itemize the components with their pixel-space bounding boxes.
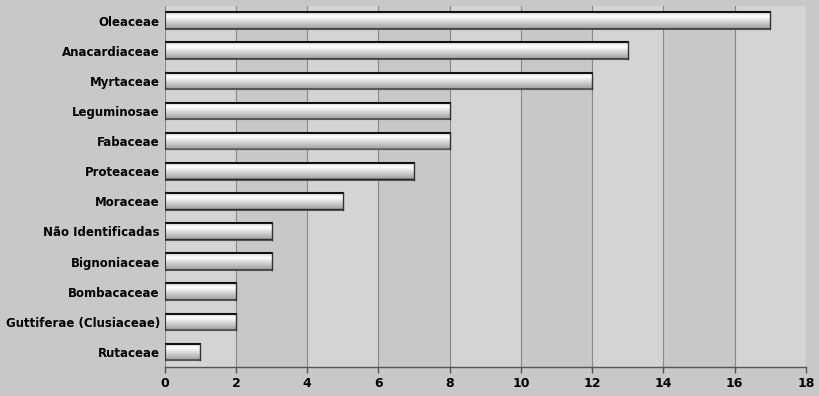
- Bar: [663, 6, 734, 367]
- Bar: [236, 6, 307, 367]
- Bar: [378, 6, 449, 367]
- Bar: [591, 6, 663, 367]
- Bar: [165, 6, 236, 367]
- Bar: [449, 6, 520, 367]
- Bar: [307, 6, 378, 367]
- Bar: [520, 6, 591, 367]
- Bar: [734, 6, 805, 367]
